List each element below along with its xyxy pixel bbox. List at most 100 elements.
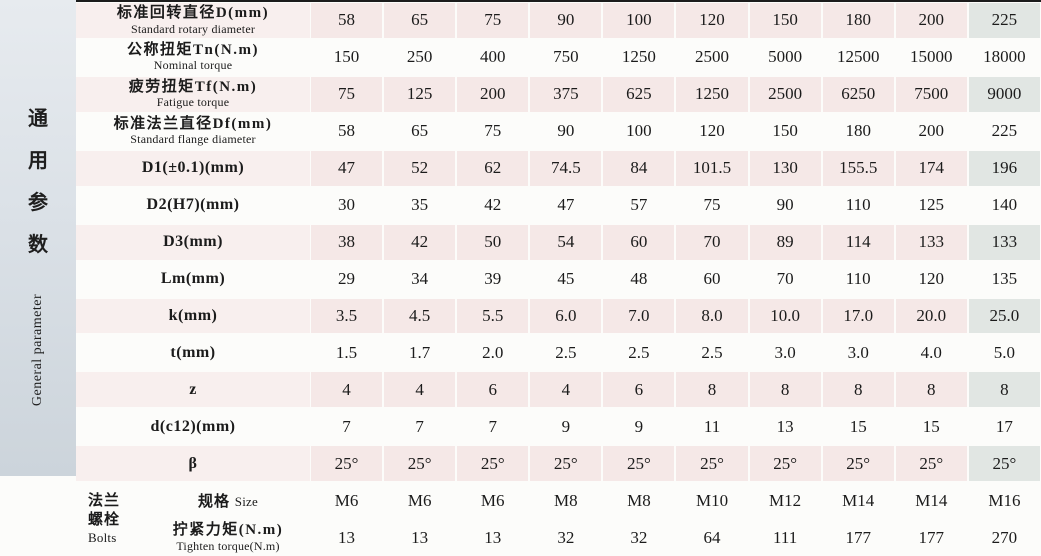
value-cell: 25° [749,446,821,482]
table-row: t(mm) 1.5 1.7 2.0 2.5 2.5 2.5 3.0 3.0 4.0 5.0 [76,334,1041,371]
table-row: D3(mm) 38 42 50 54 60 70 89 114 133 133 [76,224,1041,261]
value-cell: 35 [411,195,429,215]
table-row: β 25° 25° 25° 25° 25° 25° 25° 25° 25° 25° [76,445,1041,482]
bolts-row-label-chinese: 拧紧力矩(N.m) [172,522,284,539]
value-cell: 15000 [910,47,953,67]
value-cell: 42 [384,224,456,260]
value-cell: 180 [845,121,871,141]
value-cell: 32 [630,527,648,547]
value-cell: 32 [557,527,575,547]
value-cell: 8 [676,372,748,408]
value-cell: 12500 [836,47,880,67]
value-cell: 9 [561,416,571,436]
value-cell: 60 [703,269,721,289]
value-cell: 70 [776,269,794,289]
value-cell: 52 [384,150,456,186]
value-cell: 75 [457,3,529,38]
value-cell: M10 [695,490,729,510]
value-cell: 133 [968,224,1040,260]
value-cell: 200 [895,3,967,38]
value-cell: 155.5 [822,150,894,186]
table-row: 公称扭矩Tn(N.m) Nominal torque 150 250 400 750 125… [76,39,1041,76]
value-cell: 42 [484,195,502,215]
side-label-chinese: 通用参数 [0,102,76,257]
value-cell: 90 [557,121,575,141]
value-cell: 625 [603,76,675,112]
row-label-english: Fatigue torque [156,95,230,110]
row-label-chinese: 公称扭矩Tn(N.m) [127,42,259,59]
value-cell: 25° [384,446,456,482]
value-cell: 25° [676,446,748,482]
value-cell: 125 [918,195,945,215]
value-cell: 13 [411,527,429,547]
value-cell: 1.7 [409,342,431,362]
table-row: 标准法兰直径Df(mm) Standard flange diameter 58 65… [76,113,1041,150]
value-cell: 17.0 [822,298,894,334]
value-cell: 2500 [749,76,821,112]
value-cell: 62 [457,150,529,186]
value-cell: 120 [676,3,748,38]
parameters-table: 标准回转直径D(mm) Standard rotary diameter 58 65 7… [76,0,1041,556]
value-cell: 2.5 [555,342,577,362]
value-cell: 174 [895,150,967,186]
row-label: 公称扭矩Tn(N.m) Nominal torque [76,40,310,75]
value-cell: 177 [918,527,945,547]
value-cell: 150 [333,47,360,67]
table-row: Lm(mm) 29 34 39 45 48 60 70 110 120 135 [76,261,1041,298]
row-label-text: k(mm) [168,306,218,324]
value-cell: 7.0 [603,298,675,334]
value-cell: 45 [557,269,575,289]
value-cell: 6.0 [530,298,602,334]
value-cell: 10.0 [749,298,821,334]
row-label: Lm(mm) [76,262,310,297]
value-cell: 200 [457,76,529,112]
value-cell: 7 [342,416,351,436]
value-cell: 58 [311,3,383,38]
value-cell: 20.0 [895,298,967,334]
value-cell: 1.5 [335,342,358,362]
value-cell: M14 [842,490,875,510]
value-cell: 50 [457,224,529,260]
value-cell: 225 [991,121,1018,141]
value-cell: 125 [384,76,456,112]
bolts-row: 拧紧力矩(N.m) Tighten torque(N.m) 13 13 13 32 32 64… [146,519,1041,556]
value-cell: 270 [991,527,1018,547]
row-label-text: z [189,380,197,398]
value-cell: 47 [557,195,575,215]
row-label-chinese: 标准法兰直径Df(mm) [113,116,273,133]
row-label-english: Standard flange diameter [130,132,256,147]
value-cell: M12 [769,490,802,510]
row-label: k(mm) [76,298,310,334]
value-cell: 114 [822,224,894,260]
side-label-char: 用 [28,150,48,172]
value-cell: 120 [699,121,725,141]
bolts-row-label-english: Tighten torque(N.m) [176,538,280,553]
value-cell: 57 [630,195,648,215]
side-label-char: 参 [28,192,48,214]
row-label-text: D1(±0.1)(mm) [141,159,245,177]
value-cell: 250 [406,47,433,67]
value-cell: 25° [311,446,383,482]
value-cell: 64 [703,527,721,547]
value-cell: 13 [338,527,356,547]
bolts-row-label: 规格 Size [146,483,310,518]
value-cell: 2.5 [628,342,650,362]
value-cell: 8 [822,372,894,408]
value-cell: 25° [457,446,529,482]
value-cell: M8 [627,490,651,510]
value-cell: 70 [676,224,748,260]
value-cell: 7 [488,416,497,436]
value-cell: M6 [334,490,359,510]
value-cell: 84 [603,150,675,186]
row-label: d(c12)(mm) [76,409,310,444]
side-label-char: 数 [28,234,48,256]
row-label-english: Nominal torque [153,58,233,73]
value-cell: 120 [918,269,945,289]
value-cell: M8 [554,490,578,510]
row-label-text: t(mm) [170,343,216,361]
value-cell: 25° [822,446,894,482]
side-label-english: General parameter [30,293,45,407]
value-cell: 3.0 [847,342,869,362]
value-cell: 4 [384,372,456,408]
value-cell: 3.5 [311,298,383,334]
